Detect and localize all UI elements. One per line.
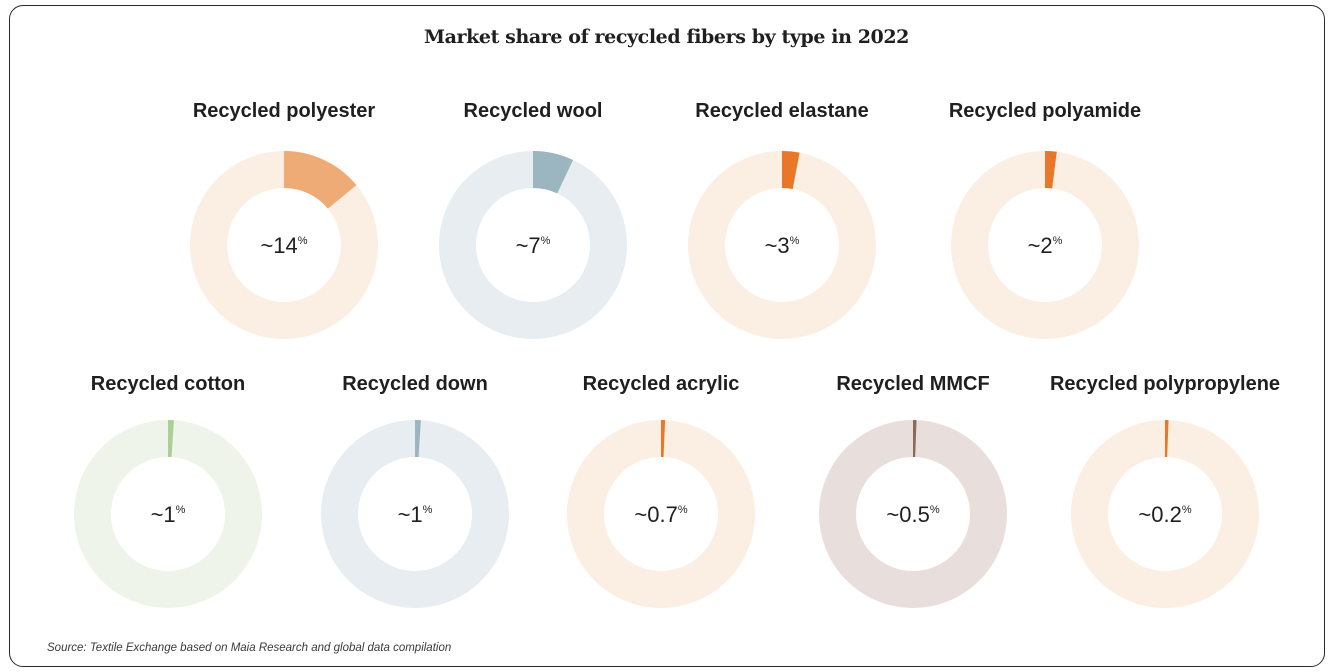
donut-label-recycled-acrylic: Recycled acrylic [582, 373, 740, 395]
donut-recycled-polypropylene: ~0.2% [1071, 420, 1259, 608]
donut-value-unit: % [790, 235, 800, 247]
donut-slice-recycled-down [415, 420, 421, 458]
donut-value-recycled-cotton: ~1% [151, 502, 186, 527]
donut-value-recycled-polyester: ~14% [260, 233, 307, 258]
donut-label-recycled-wool: Recycled wool [463, 100, 603, 122]
donut-recycled-polyester: ~14% [190, 151, 378, 339]
donut-value-unit: % [678, 504, 688, 516]
donut-value-recycled-acrylic: ~0.7% [634, 502, 687, 527]
donut-value-unit: % [298, 235, 308, 247]
donut-value-number: ~14 [260, 233, 297, 258]
donut-value-unit: % [423, 504, 433, 516]
donut-value-recycled-mmcf: ~0.5% [886, 502, 939, 527]
donut-label-recycled-polypropylene: Recycled polypropylene [1049, 373, 1281, 395]
donut-recycled-polyamide: ~2% [951, 151, 1139, 339]
donut-slice-recycled-polyamide [1045, 151, 1057, 189]
donut-value-number: ~1 [398, 502, 423, 527]
donut-recycled-down: ~1% [321, 420, 509, 608]
donut-label-recycled-polyester: Recycled polyester [192, 100, 376, 122]
donut-value-unit: % [1182, 504, 1192, 516]
donut-value-recycled-polyamide: ~2% [1028, 233, 1063, 258]
donut-value-recycled-polypropylene: ~0.2% [1138, 502, 1191, 527]
donut-recycled-acrylic: ~0.7% [567, 420, 755, 608]
donut-value-recycled-wool: ~7% [516, 233, 551, 258]
donut-label-recycled-down: Recycled down [342, 373, 488, 395]
donut-value-number: ~0.2 [1138, 502, 1181, 527]
donut-value-number: ~0.7 [634, 502, 677, 527]
donut-value-recycled-down: ~1% [398, 502, 433, 527]
donut-slice-recycled-elastane [782, 151, 800, 190]
donut-slice-recycled-polypropylene [1165, 420, 1169, 458]
donut-recycled-cotton: ~1% [74, 420, 262, 608]
donut-value-number: ~1 [151, 502, 176, 527]
donut-recycled-wool: ~7% [439, 151, 627, 339]
donut-value-unit: % [176, 504, 186, 516]
donut-slice-recycled-cotton [168, 420, 174, 458]
donut-label-recycled-polyamide: Recycled polyamide [948, 100, 1142, 122]
donut-slice-recycled-wool [533, 151, 574, 194]
donut-value-number: ~0.5 [886, 502, 929, 527]
donut-slice-recycled-acrylic [661, 420, 666, 458]
donut-value-unit: % [930, 504, 940, 516]
donut-label-recycled-cotton: Recycled cotton [90, 373, 246, 395]
donut-value-number: ~3 [765, 233, 790, 258]
donut-value-unit: % [1053, 235, 1063, 247]
donut-value-unit: % [541, 235, 551, 247]
chart-frame [9, 5, 1325, 667]
donut-recycled-mmcf: ~0.5% [819, 420, 1007, 608]
donut-slice-recycled-mmcf [913, 420, 917, 458]
donut-value-number: ~7 [516, 233, 541, 258]
donut-value-number: ~2 [1028, 233, 1053, 258]
donut-label-recycled-mmcf: Recycled MMCF [836, 373, 990, 395]
donut-label-recycled-elastane: Recycled elastane [695, 100, 869, 122]
source-note: Source: Textile Exchange based on Maia R… [47, 642, 452, 654]
chart-title: Market share of recycled fibers by type … [423, 26, 910, 48]
donut-slice-recycled-polyester [284, 151, 357, 209]
donut-value-recycled-elastane: ~3% [765, 233, 800, 258]
donut-recycled-elastane: ~3% [688, 151, 876, 339]
